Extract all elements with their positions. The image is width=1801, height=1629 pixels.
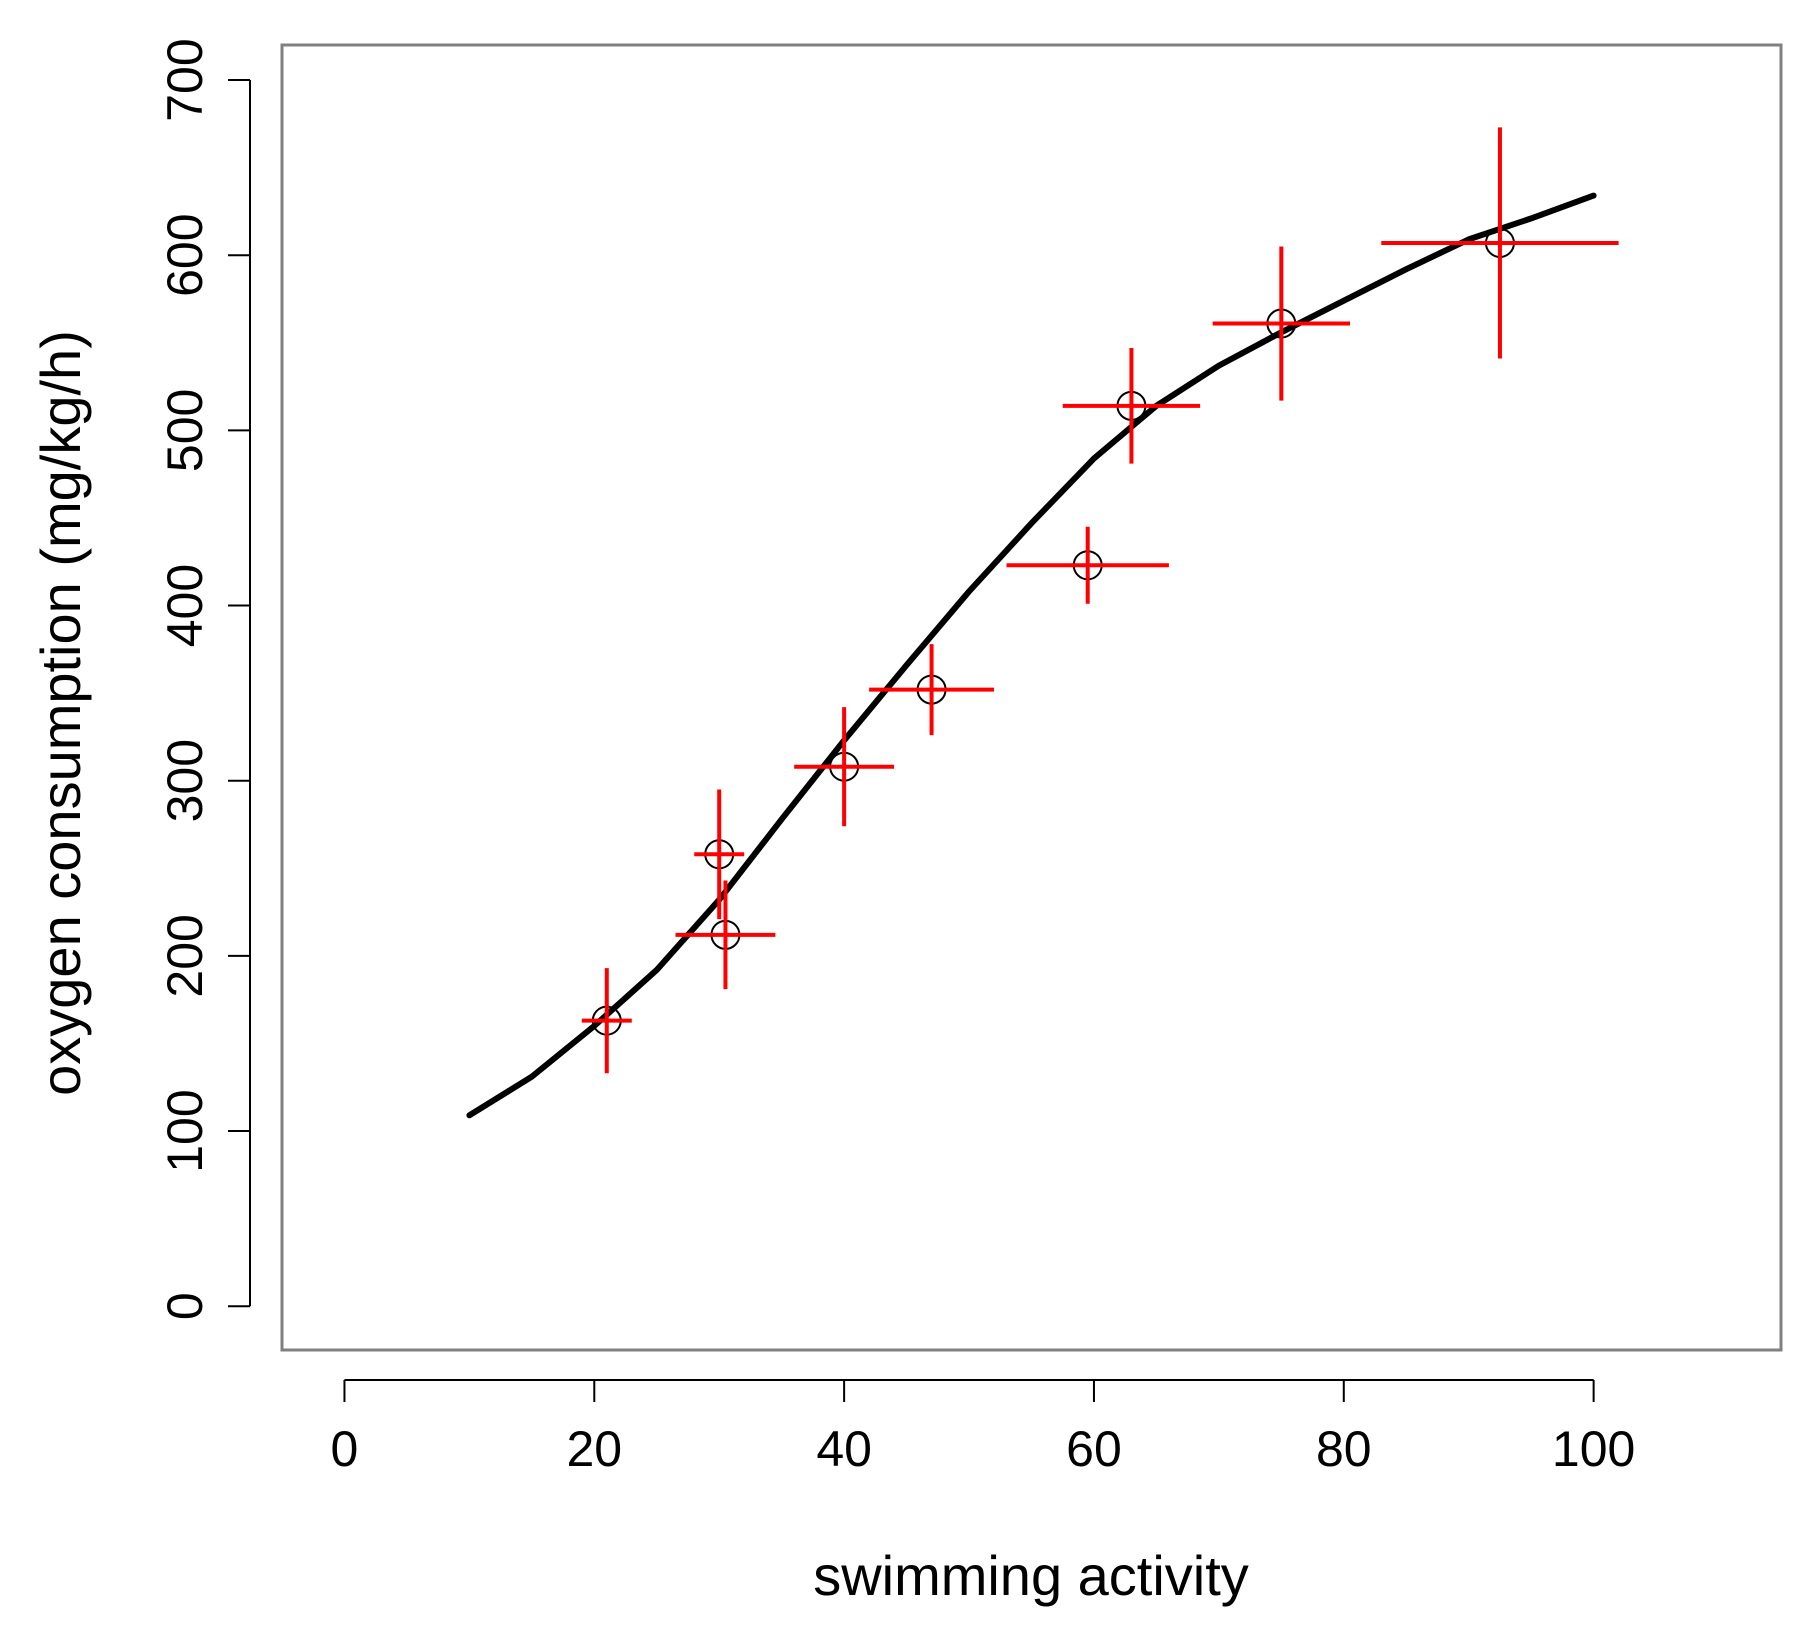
y-tick-label: 700 <box>157 38 213 121</box>
data-point <box>1212 246 1351 401</box>
data-point <box>1006 526 1169 604</box>
y-axis: 0 100 200 300 400 500 600 700 <box>157 38 251 1320</box>
y-tick-label: 100 <box>157 1089 213 1172</box>
fit-curve-layer <box>466 192 1597 1119</box>
y-tick-label: 500 <box>157 389 213 472</box>
data-point <box>694 789 745 920</box>
x-axis-title: swimming activity <box>813 1544 1249 1607</box>
data-point <box>1062 348 1201 464</box>
x-tick-label: 40 <box>816 1421 872 1477</box>
y-axis-title: oxygen consumption (mg/kg/h) <box>29 330 92 1096</box>
x-tick-label: 80 <box>1316 1421 1372 1477</box>
plot-frame <box>280 43 1783 1352</box>
x-axis: 0 20 40 60 80 100 <box>331 1379 1635 1477</box>
x-tick-label: 60 <box>1066 1421 1122 1477</box>
y-tick-label: 300 <box>157 739 213 822</box>
data-point <box>794 707 895 827</box>
data-point <box>675 880 776 990</box>
data-point <box>1381 127 1619 359</box>
data-point <box>581 968 632 1074</box>
x-tick-label: 20 <box>566 1421 622 1477</box>
data-point <box>869 644 995 736</box>
fit-curve-line <box>466 192 1597 1119</box>
y-tick-label: 400 <box>157 564 213 647</box>
data-points-layer <box>581 127 1619 1074</box>
y-tick-label: 600 <box>157 213 213 296</box>
x-tick-label: 100 <box>1552 1421 1635 1477</box>
y-tick-label: 200 <box>157 914 213 997</box>
x-tick-label: 0 <box>331 1421 359 1477</box>
y-tick-label: 0 <box>157 1292 213 1320</box>
